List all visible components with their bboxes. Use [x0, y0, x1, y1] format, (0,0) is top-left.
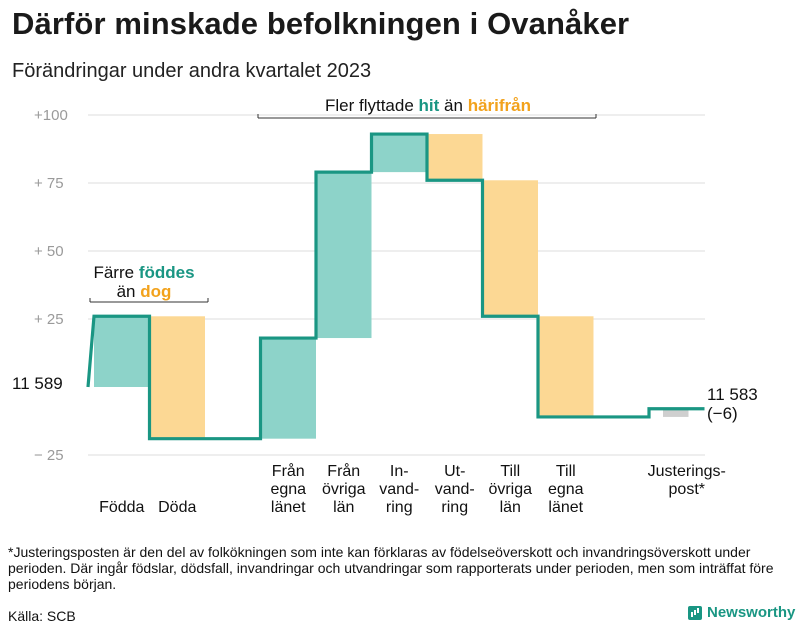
bar-från-övriga-län	[316, 172, 372, 339]
category-labels: Födda Döda Från egna länet Från övriga län In-va…	[99, 462, 726, 516]
chart-title: Därför minskade befolkningen i Ovanåker	[12, 6, 630, 41]
brand-name: Newsworthy	[707, 604, 796, 621]
start-value-label: 11 589	[12, 374, 63, 393]
category-label: Till egna länet	[548, 463, 584, 516]
chart-logo-icon	[688, 605, 702, 620]
migration-annotation: Fler flyttade hit än härifrån	[325, 96, 531, 115]
annotations: Färre föddes än dog Fler flyttade hit än…	[89, 96, 597, 303]
y-tick-label: +100	[34, 107, 68, 124]
bar-döda	[149, 316, 205, 439]
category-label: Till övriga län	[488, 463, 532, 516]
bar-justeringspost-	[663, 408, 689, 417]
bar-från-egna-länet	[260, 338, 316, 439]
chart-subtitle: Förändringar under andra kvartalet 2023	[12, 60, 372, 82]
y-tick-label: + 75	[34, 175, 64, 192]
waterfall-chart: +100 + 75 + 50 + 25 − 25 Färre föddes än dog…	[12, 96, 758, 516]
y-tick-label: + 25	[34, 311, 64, 328]
bars	[94, 134, 689, 439]
source-label: Källa: SCB	[8, 608, 76, 624]
category-label: Från övriga län	[322, 462, 366, 516]
category-label: Justerings-post*	[648, 463, 726, 498]
category-label: Ut-vand-ring	[435, 463, 475, 516]
cumulative-step-line	[86, 132, 705, 441]
brand-logo: Newsworthy	[688, 604, 795, 621]
bar-till-egna-länet	[538, 316, 594, 417]
category-label: In-vand-ring	[379, 463, 419, 516]
step-line	[86, 132, 705, 441]
category-label: Från egna länet	[270, 462, 306, 516]
y-tick-label: − 25	[34, 447, 64, 464]
births-annotation-line2: än dog	[117, 282, 172, 301]
bar-invandring	[371, 134, 427, 173]
y-tick-labels: +100 + 75 + 50 + 25 − 25	[34, 107, 68, 464]
end-change-label: (−6)	[707, 404, 738, 423]
births-annotation-line1: Färre föddes	[93, 263, 194, 282]
y-tick-label: + 50	[34, 243, 64, 260]
footnote: *Justeringsposten är den del av folkökni…	[8, 544, 774, 592]
category-label: Födda	[99, 499, 144, 516]
bar-utvandring	[427, 134, 483, 181]
category-label: Döda	[158, 499, 196, 516]
bar-födda	[94, 316, 150, 387]
end-value-label: 11 583	[707, 385, 758, 404]
bar-till-övriga-län	[482, 180, 538, 317]
